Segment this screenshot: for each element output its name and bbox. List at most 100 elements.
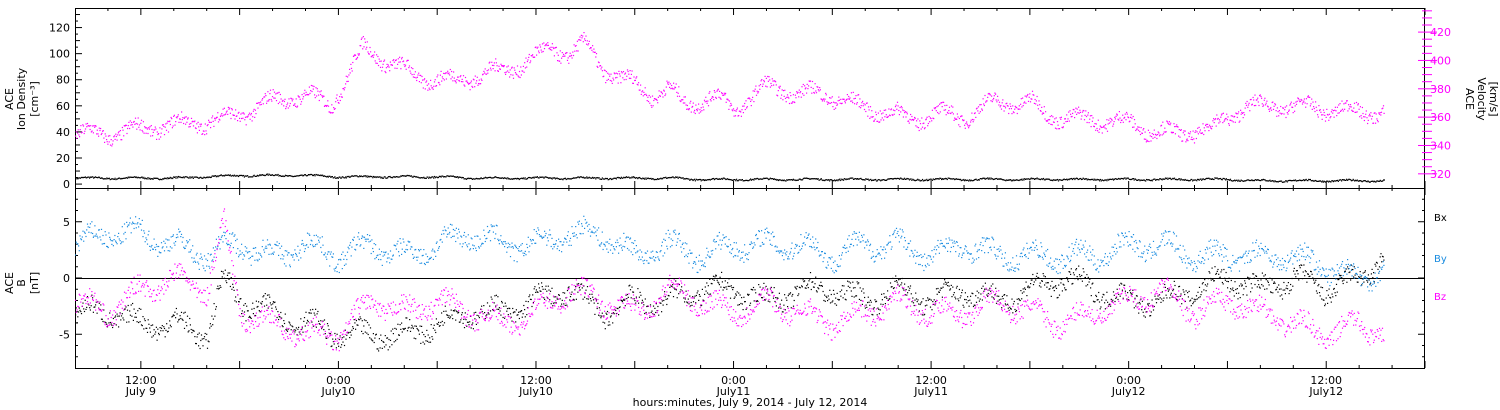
b-point-bx xyxy=(449,317,451,319)
density-point xyxy=(1265,180,1267,182)
density-point xyxy=(1322,181,1325,183)
density-point xyxy=(1334,180,1336,182)
velocity-point xyxy=(799,92,801,94)
density-point xyxy=(284,175,286,177)
velocity-point xyxy=(693,111,695,113)
density-point xyxy=(118,177,120,179)
density-point xyxy=(414,175,416,178)
density-point xyxy=(435,176,437,178)
b-point-bx xyxy=(75,307,77,309)
b-point-bx xyxy=(818,284,820,286)
velocity-point xyxy=(1328,113,1331,115)
density-point xyxy=(331,176,333,178)
b-point-bx xyxy=(425,340,427,342)
velocity-point xyxy=(1141,132,1143,134)
b-point-bx xyxy=(638,302,640,304)
velocity-point xyxy=(306,93,308,96)
b-point-bx xyxy=(247,310,249,312)
b-point-bx xyxy=(869,299,872,301)
density-point xyxy=(511,178,513,180)
velocity-point xyxy=(1098,131,1100,133)
density-point xyxy=(688,178,690,180)
density-point xyxy=(1076,177,1078,179)
density-point xyxy=(1134,178,1136,180)
density-point xyxy=(388,176,390,178)
density-point xyxy=(575,177,577,179)
density-point xyxy=(856,178,858,180)
density-point xyxy=(1303,179,1305,181)
density-point xyxy=(253,174,255,176)
density-point xyxy=(591,177,593,179)
density-point xyxy=(360,175,362,177)
b-point-bx xyxy=(176,313,178,315)
velocity-point xyxy=(559,50,561,52)
velocity-point xyxy=(867,115,869,117)
velocity-point xyxy=(560,62,562,64)
velocity-point xyxy=(649,102,651,104)
density-point xyxy=(221,175,223,177)
b-point-bx xyxy=(296,334,298,336)
velocity-point xyxy=(1196,131,1198,133)
density-point xyxy=(941,178,943,180)
b-point-bx xyxy=(589,293,591,295)
velocity-point xyxy=(1054,118,1056,120)
velocity-point xyxy=(157,133,159,136)
velocity-point xyxy=(1177,126,1179,128)
b-point-bx xyxy=(496,308,498,310)
velocity-point xyxy=(975,116,977,118)
density-point xyxy=(1228,179,1230,181)
density-point xyxy=(526,178,529,180)
density-point xyxy=(675,176,678,178)
density-point xyxy=(134,176,136,178)
density-point xyxy=(160,178,162,181)
density-point xyxy=(171,177,173,179)
velocity-point xyxy=(1122,114,1124,116)
velocity-point xyxy=(1163,131,1165,133)
velocity-point xyxy=(150,125,152,127)
velocity-point xyxy=(503,66,505,68)
velocity-point xyxy=(509,76,511,78)
b-point-bx xyxy=(212,324,214,326)
velocity-point xyxy=(105,135,107,137)
velocity-point xyxy=(732,108,735,110)
velocity-y-tick-label: 420 xyxy=(1430,26,1451,39)
density-point xyxy=(988,177,990,179)
b-point-bx xyxy=(655,303,657,305)
b-point-bx xyxy=(181,318,183,320)
velocity-point xyxy=(215,116,218,119)
b-point-bx xyxy=(416,327,418,330)
velocity-point xyxy=(316,88,318,90)
b-point-bx xyxy=(528,296,530,298)
velocity-point xyxy=(1247,106,1249,108)
density-point xyxy=(812,178,814,180)
velocity-point xyxy=(1349,106,1351,108)
velocity-point xyxy=(603,69,605,71)
velocity-point xyxy=(177,115,179,118)
velocity-point xyxy=(314,97,316,99)
velocity-point xyxy=(926,116,928,118)
b-point-bx xyxy=(820,281,822,283)
b-point-bx xyxy=(781,299,783,301)
velocity-point xyxy=(887,115,889,117)
velocity-point xyxy=(643,91,645,93)
b-point-bx xyxy=(115,324,117,326)
density-point xyxy=(424,177,426,179)
density-point xyxy=(1197,178,1199,180)
density-point xyxy=(359,175,361,178)
velocity-point xyxy=(792,94,794,96)
b-point-bx xyxy=(309,312,311,314)
b-point-bx xyxy=(332,341,334,343)
velocity-point xyxy=(1027,93,1029,96)
velocity-point xyxy=(919,120,921,122)
density-point xyxy=(1035,178,1037,180)
density-point xyxy=(1220,177,1222,180)
density-point xyxy=(679,176,681,178)
velocity-point xyxy=(678,86,680,88)
velocity-point xyxy=(819,87,821,89)
velocity-point xyxy=(1088,122,1090,124)
density-point xyxy=(972,180,974,182)
density-point xyxy=(161,179,163,181)
density-point xyxy=(555,177,557,179)
velocity-point xyxy=(977,106,980,108)
b-point-bx xyxy=(847,285,849,287)
